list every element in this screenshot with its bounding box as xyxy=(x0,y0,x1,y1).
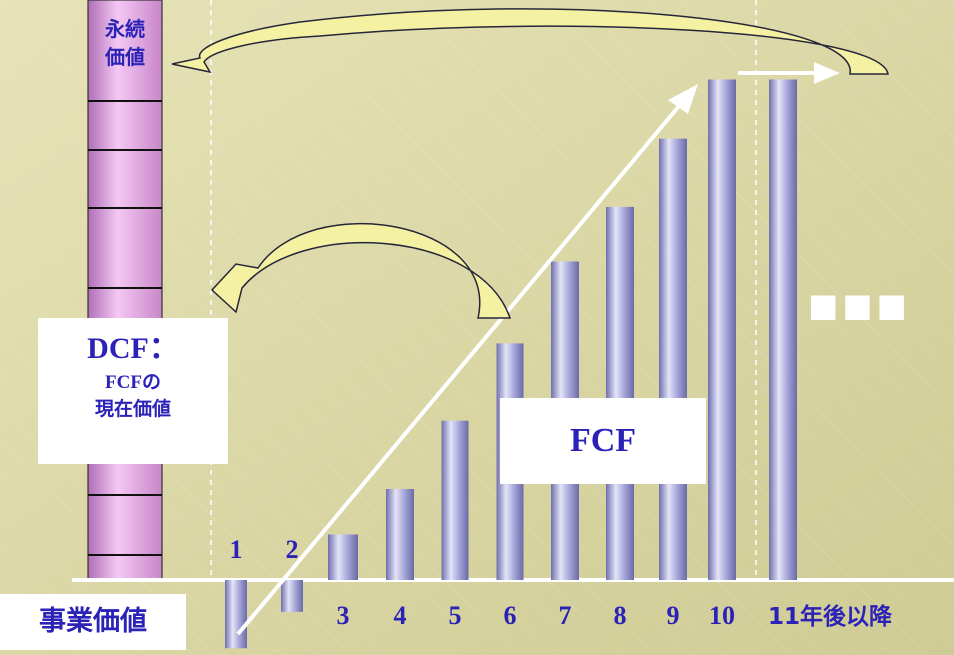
year-label-3: 3 xyxy=(337,601,350,630)
year-label-5: 5 xyxy=(449,601,462,630)
fcf-bar-year-11 xyxy=(769,79,797,580)
fcf-bar-year-5 xyxy=(441,420,469,580)
year-label-7: 7 xyxy=(559,601,572,630)
year-label-9: 9 xyxy=(667,601,680,630)
growth-trend-arrowhead xyxy=(668,84,698,114)
dcf-discount-arrow xyxy=(210,222,512,319)
year-label-2: 2 xyxy=(286,535,299,564)
value-stack-column xyxy=(87,0,163,581)
fcf-bar-year-10 xyxy=(708,79,736,580)
year-label-10: 10 xyxy=(709,601,735,630)
dcf-subtitle-line2: 現在価値 xyxy=(94,398,171,420)
fcf-bar-year-8 xyxy=(606,206,634,580)
fcf-bar-year-4 xyxy=(386,489,414,580)
dcf-subtitle-line1: FCFの xyxy=(105,372,161,393)
perpetuity-label-line2: 価値 xyxy=(105,45,145,69)
fcf-bar-year-3 xyxy=(328,534,358,580)
dcf-title: DCF： xyxy=(87,332,179,365)
perpetuity-value-label: 永続 価値 xyxy=(88,15,162,71)
business-value-label: 事業価値 xyxy=(0,594,186,650)
dcf-present-value-box: DCF： FCFの 現在価値 xyxy=(38,318,228,464)
continuation-arrowhead xyxy=(814,62,840,84)
year-label-1: 1 xyxy=(230,535,243,564)
perpetuity-label-line1: 永続 xyxy=(105,17,145,41)
fcf-label-box: FCF xyxy=(500,398,706,484)
fcf-bar-year-1 xyxy=(225,580,247,649)
year-label-8: 8 xyxy=(614,601,627,630)
fcf-bar-year-9 xyxy=(659,138,687,580)
year-label-6: 6 xyxy=(504,601,517,630)
year-label-4: 4 xyxy=(394,601,407,630)
fcf-bar-year-2 xyxy=(281,580,303,612)
perpetuity-discount-arrow xyxy=(171,8,889,75)
year-labels: 1 2 3 4 5 6 7 8 9 10 11年後以降 xyxy=(230,535,894,630)
year-label-11: 11年後以降 xyxy=(768,603,893,630)
continuation-ellipsis: ■■■ xyxy=(808,286,911,324)
growth-trend-line xyxy=(236,98,686,636)
